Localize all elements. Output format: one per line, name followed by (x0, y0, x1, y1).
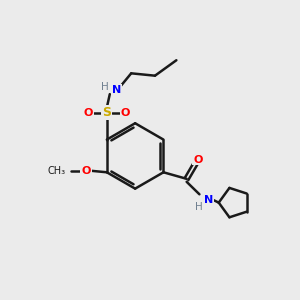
Text: O: O (193, 154, 203, 164)
Text: N: N (204, 195, 214, 205)
Text: O: O (84, 108, 93, 118)
Text: S: S (102, 106, 111, 119)
Text: H: H (195, 202, 203, 212)
Text: O: O (81, 166, 91, 176)
Text: H: H (100, 82, 108, 92)
Text: N: N (112, 85, 121, 95)
Text: CH₃: CH₃ (48, 166, 66, 176)
Text: O: O (121, 108, 130, 118)
